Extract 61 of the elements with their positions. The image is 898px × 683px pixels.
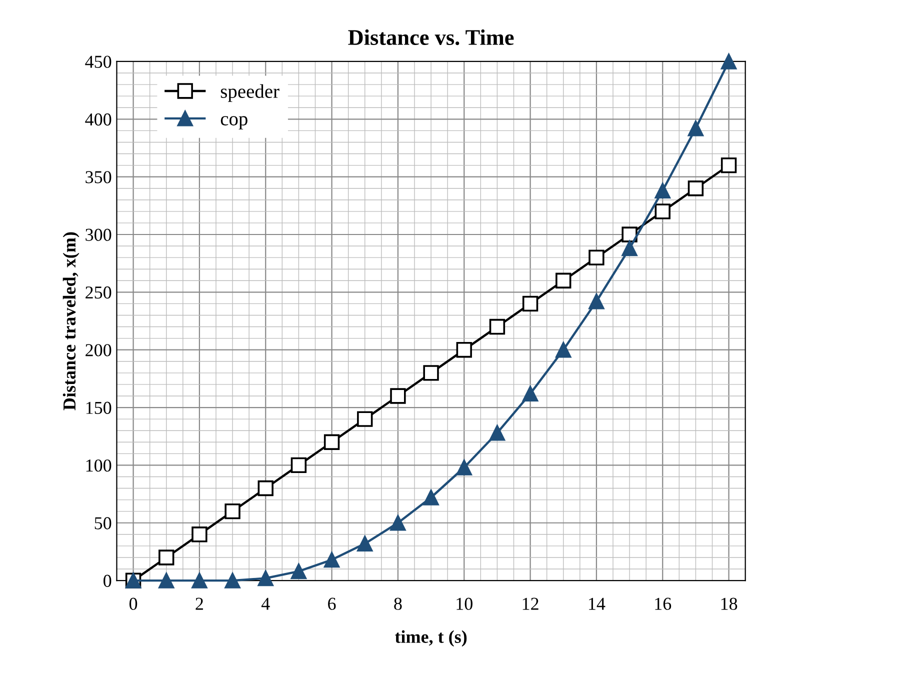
- point: [423, 365, 439, 381]
- y-tick-label: 200: [86, 344, 112, 356]
- point: [324, 434, 340, 450]
- chart-title: Distance vs. Time: [348, 29, 514, 46]
- point: [357, 536, 373, 552]
- x-tick-label: 12: [522, 598, 538, 610]
- point: [720, 157, 737, 174]
- point: [688, 120, 704, 136]
- point: [390, 515, 406, 531]
- point: [456, 342, 472, 358]
- point: [324, 552, 340, 568]
- point: [489, 425, 506, 441]
- y-tick-label: 350: [86, 171, 112, 184]
- point: [522, 386, 538, 402]
- point: [224, 572, 240, 588]
- x-tick-label: 18: [721, 598, 738, 610]
- point: [390, 388, 406, 404]
- legend-label: cop: [220, 116, 248, 130]
- point: [654, 182, 670, 199]
- y-tick-label: 100: [86, 459, 112, 472]
- point: [489, 318, 506, 335]
- x-tick-label: 2: [196, 598, 203, 610]
- point: [192, 572, 208, 588]
- y-tick-label: 450: [85, 56, 112, 68]
- point: [158, 572, 174, 588]
- point: [258, 480, 274, 496]
- y-tick-label: 150: [86, 402, 112, 414]
- point: [588, 250, 604, 266]
- y-tick-label: 300: [86, 228, 112, 241]
- point: [720, 54, 737, 70]
- point: [622, 240, 638, 256]
- point: [192, 526, 208, 542]
- y-tick-label: 50: [94, 517, 112, 530]
- x-axis-title: time, t (s): [394, 630, 467, 647]
- point: [224, 503, 240, 520]
- point: [556, 342, 572, 358]
- x-tick-label: 6: [328, 598, 336, 610]
- point: [423, 490, 439, 506]
- legend-label: speeder: [220, 84, 280, 102]
- point: [158, 550, 174, 566]
- point: [522, 296, 538, 312]
- x-tick-label: 16: [655, 598, 672, 610]
- y-axis-title: Distance traveled, x(m): [62, 232, 80, 410]
- x-tick-label: 14: [589, 598, 606, 610]
- point: [622, 226, 638, 242]
- x-tick-label: 4: [261, 598, 270, 610]
- point: [290, 563, 307, 580]
- point: [258, 570, 274, 586]
- x-tick-label: 0: [129, 598, 138, 610]
- point: [556, 272, 572, 288]
- x-tick-label: 8: [394, 598, 402, 610]
- point: [290, 457, 307, 474]
- point: [654, 204, 670, 220]
- y-tick-label: 250: [86, 286, 112, 299]
- y-tick-label: 400: [85, 113, 112, 126]
- point: [688, 180, 704, 196]
- point: [588, 294, 604, 310]
- x-tick-label: 10: [456, 598, 472, 610]
- point: [456, 460, 472, 476]
- point: [357, 411, 373, 427]
- y-tick-label: 0: [104, 574, 112, 587]
